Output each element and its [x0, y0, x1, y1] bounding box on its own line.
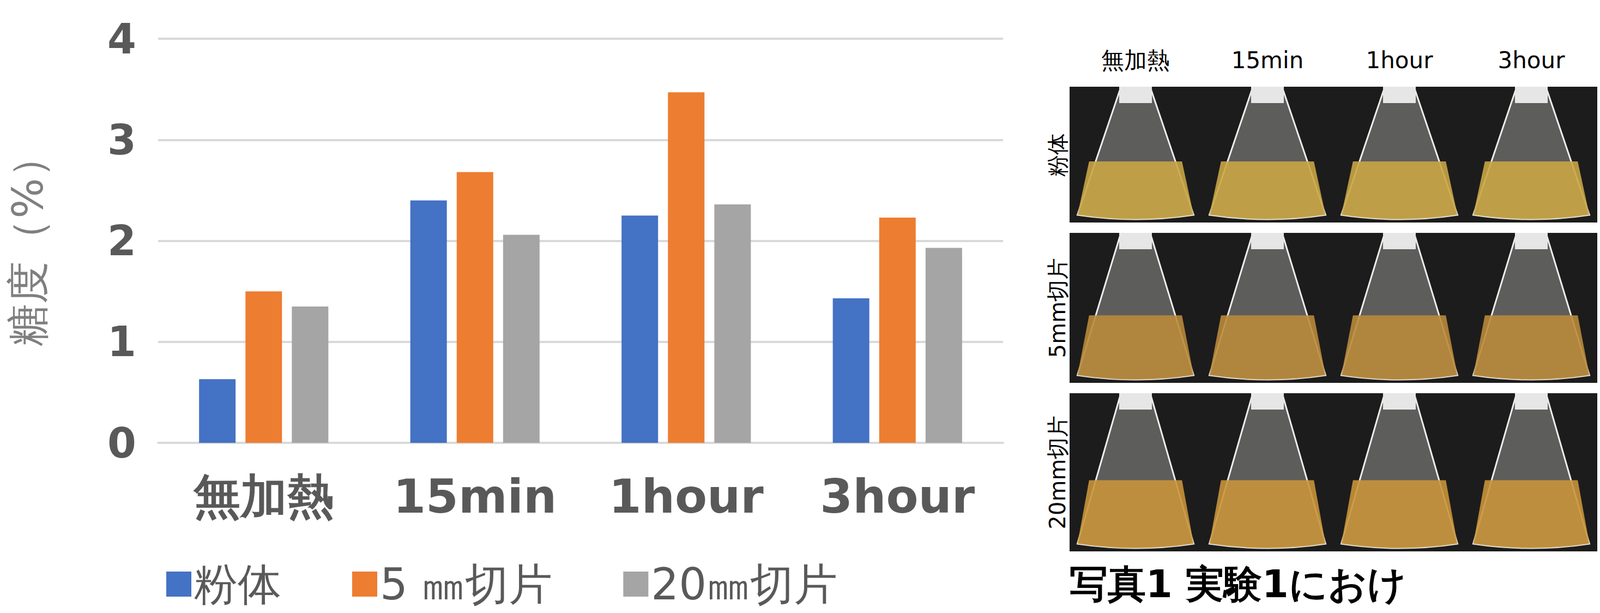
svg-text:粉体: 粉体	[194, 558, 282, 610]
svg-text:20mm切片: 20mm切片	[1045, 415, 1071, 530]
svg-text:5 ㎜切片: 5 ㎜切片	[379, 558, 553, 610]
svg-text:写真1 実験1におけ: 写真1 実験1におけ	[1069, 561, 1407, 607]
svg-text:15min: 15min	[1231, 46, 1304, 74]
svg-text:20㎜切片: 20㎜切片	[650, 558, 838, 610]
svg-text:無加熱: 無加熱	[1101, 46, 1170, 74]
svg-text:無加熱: 無加熱	[192, 468, 335, 524]
svg-text:1hour: 1hour	[1366, 46, 1434, 74]
svg-text:糖度（%）: 糖度（%）	[3, 135, 53, 346]
svg-text:3: 3	[107, 115, 137, 165]
svg-text:粉体: 粉体	[1045, 133, 1071, 177]
svg-text:15min: 15min	[393, 468, 557, 524]
svg-text:3hour: 3hour	[1498, 46, 1566, 74]
svg-text:4: 4	[107, 14, 137, 64]
svg-text:0: 0	[107, 418, 137, 468]
svg-text:5mm切片: 5mm切片	[1045, 257, 1071, 358]
svg-text:1hour: 1hour	[608, 468, 764, 524]
svg-text:2: 2	[107, 216, 137, 265]
svg-text:1: 1	[107, 317, 137, 366]
svg-text:3hour: 3hour	[819, 468, 975, 524]
